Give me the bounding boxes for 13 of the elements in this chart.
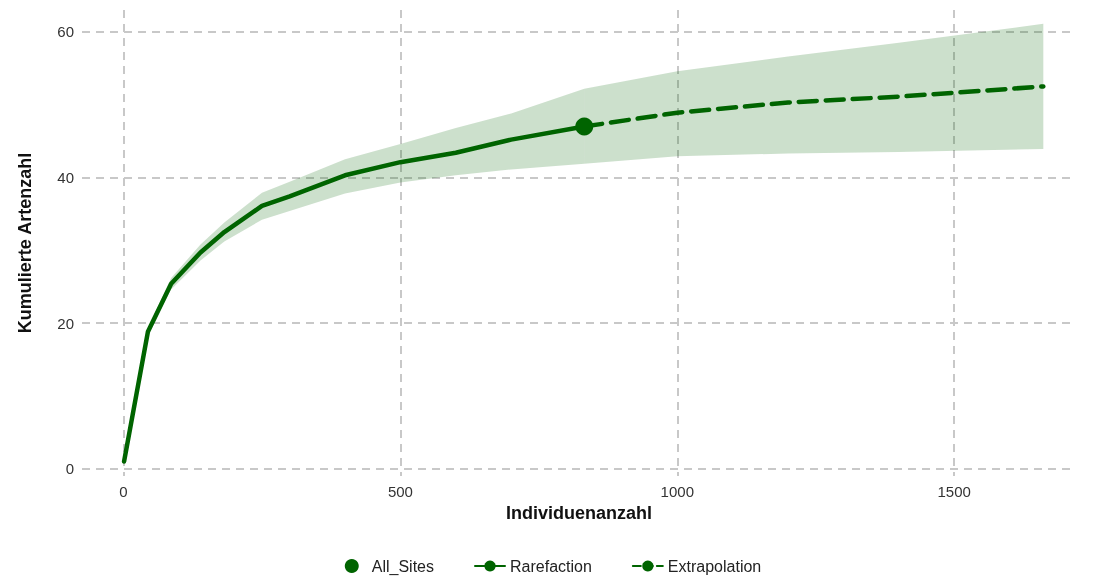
legend-label: All_Sites xyxy=(371,557,435,576)
legend-label: Rarefaction xyxy=(510,557,592,575)
x-tick-label: 500 xyxy=(387,483,413,500)
y-tick-label: 40 xyxy=(57,168,74,186)
x-tick-label: 1500 xyxy=(937,483,971,500)
x-tick-label: 0 xyxy=(119,483,128,500)
y-axis-title: Kumulierte Artenzahl xyxy=(15,152,35,334)
x-axis-title: Individuenanzahl xyxy=(505,503,653,523)
y-tick-label: 0 xyxy=(65,460,74,478)
x-tick-label: 1000 xyxy=(660,483,694,500)
y-tick-label: 20 xyxy=(57,314,74,332)
y-tick-label: 60 xyxy=(57,23,74,41)
legend-label: Extrapolation xyxy=(667,557,762,575)
